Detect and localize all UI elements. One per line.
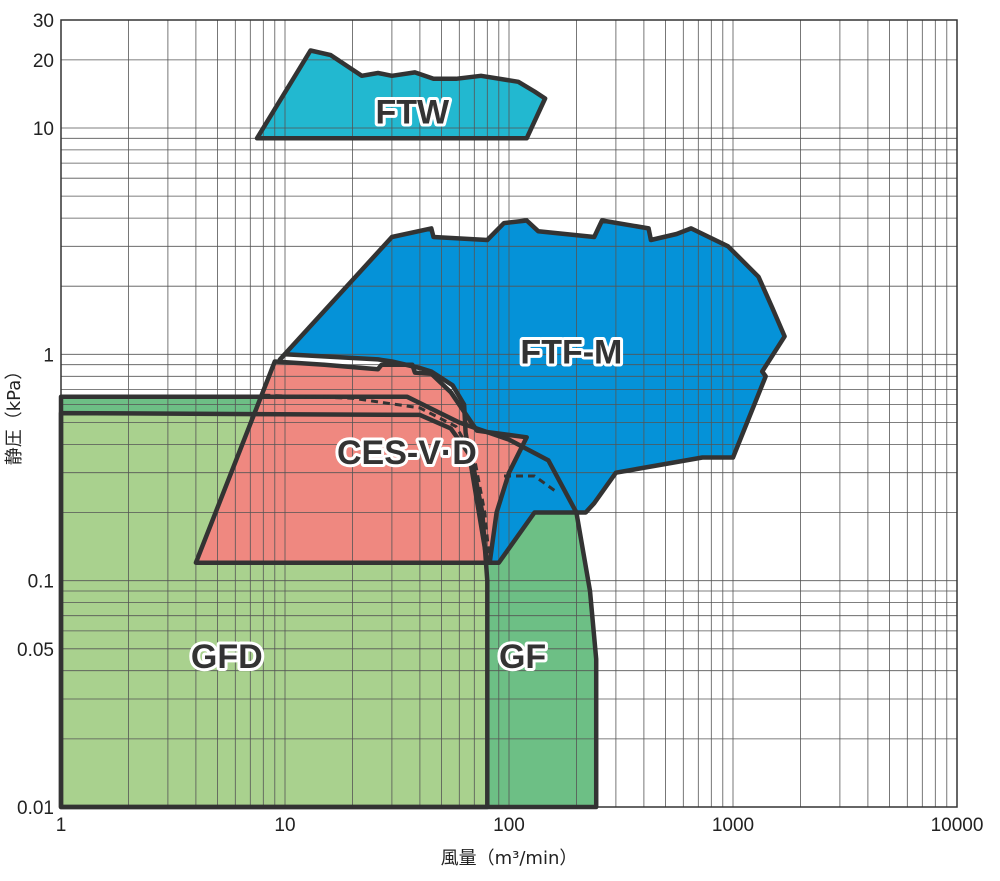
region-ftw-fill	[257, 50, 546, 139]
boundary-gf-upper-dashed	[504, 474, 556, 492]
y-tick-label: 0.05	[17, 640, 54, 661]
region-label-cesvd: CES-V·D	[337, 434, 477, 472]
x-tick-label: 100	[493, 815, 525, 836]
region-labels: GF GFD FTW FTF-M CES-V·D	[188, 90, 625, 679]
regions-layer	[61, 50, 785, 807]
x-tick-labels: 1 10 100 1000 10000	[56, 815, 984, 836]
x-axis-title: 風量（m³/min）	[441, 848, 578, 869]
y-axis-title: 静圧（kPa）	[4, 362, 25, 466]
y-tick-label: 30	[33, 11, 54, 32]
x-tick-label: 10000	[931, 815, 984, 836]
region-label-ftfm: FTF-M	[520, 333, 622, 371]
y-tick-labels: 0.01 0.05 0.1 1 10 20 30	[17, 11, 54, 819]
boundary-gfd-upper-dashed	[263, 393, 492, 563]
region-ftfm-outline	[277, 218, 787, 565]
region-label-gf: GF	[499, 638, 546, 676]
y-tick-label: 20	[33, 51, 54, 72]
y-tick-label: 0.01	[17, 798, 54, 819]
plot-frame	[60, 19, 958, 808]
region-ftfm-fill	[280, 220, 785, 563]
x-tick-label: 10	[274, 815, 295, 836]
x-tick-label: 1000	[712, 815, 754, 836]
y-tick-label: 10	[33, 119, 54, 140]
x-tick-label: 1	[56, 815, 67, 836]
region-ftw-outline	[254, 48, 548, 141]
region-cesvd-outline	[193, 359, 529, 565]
y-tick-label: 1	[43, 345, 54, 366]
region-label-gfd: GFD	[191, 638, 263, 676]
y-tick-label: 0.1	[28, 572, 54, 593]
outline-layer	[58, 48, 787, 810]
region-label-ftw: FTW	[375, 93, 450, 131]
